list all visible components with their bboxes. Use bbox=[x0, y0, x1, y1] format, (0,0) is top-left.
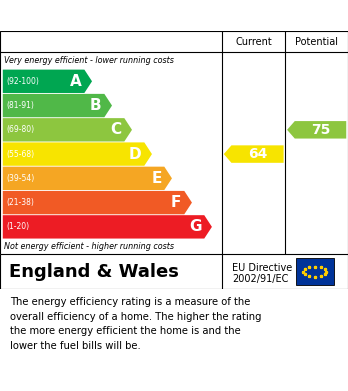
Text: England & Wales: England & Wales bbox=[9, 263, 179, 281]
Text: Not energy efficient - higher running costs: Not energy efficient - higher running co… bbox=[4, 242, 174, 251]
Polygon shape bbox=[3, 215, 212, 239]
Text: (69-80): (69-80) bbox=[6, 126, 34, 135]
Polygon shape bbox=[3, 167, 172, 190]
Text: (1-20): (1-20) bbox=[6, 222, 29, 231]
Text: 75: 75 bbox=[311, 123, 330, 137]
Text: Current: Current bbox=[235, 37, 272, 47]
Text: Very energy efficient - lower running costs: Very energy efficient - lower running co… bbox=[4, 56, 174, 65]
Polygon shape bbox=[287, 121, 346, 138]
Text: A: A bbox=[70, 74, 81, 89]
Text: (81-91): (81-91) bbox=[6, 101, 34, 110]
Text: (55-68): (55-68) bbox=[6, 150, 34, 159]
Text: Energy Efficiency Rating: Energy Efficiency Rating bbox=[9, 9, 219, 24]
Text: Potential: Potential bbox=[295, 37, 338, 47]
Polygon shape bbox=[3, 70, 92, 93]
Polygon shape bbox=[3, 142, 152, 166]
Text: C: C bbox=[110, 122, 121, 137]
Text: EU Directive: EU Directive bbox=[232, 262, 293, 273]
Text: The energy efficiency rating is a measure of the
overall efficiency of a home. T: The energy efficiency rating is a measur… bbox=[10, 298, 262, 351]
Polygon shape bbox=[3, 191, 192, 214]
Text: G: G bbox=[189, 219, 201, 234]
Polygon shape bbox=[3, 118, 132, 142]
Bar bbox=[296, 258, 334, 285]
Polygon shape bbox=[224, 145, 284, 163]
Text: F: F bbox=[171, 195, 182, 210]
Text: B: B bbox=[90, 98, 102, 113]
Text: (39-54): (39-54) bbox=[6, 174, 34, 183]
Text: (92-100): (92-100) bbox=[6, 77, 39, 86]
Text: 64: 64 bbox=[248, 147, 267, 161]
Text: (21-38): (21-38) bbox=[6, 198, 34, 207]
Text: D: D bbox=[129, 147, 142, 161]
Text: E: E bbox=[151, 171, 161, 186]
Text: 2002/91/EC: 2002/91/EC bbox=[232, 274, 289, 284]
Polygon shape bbox=[3, 94, 112, 117]
